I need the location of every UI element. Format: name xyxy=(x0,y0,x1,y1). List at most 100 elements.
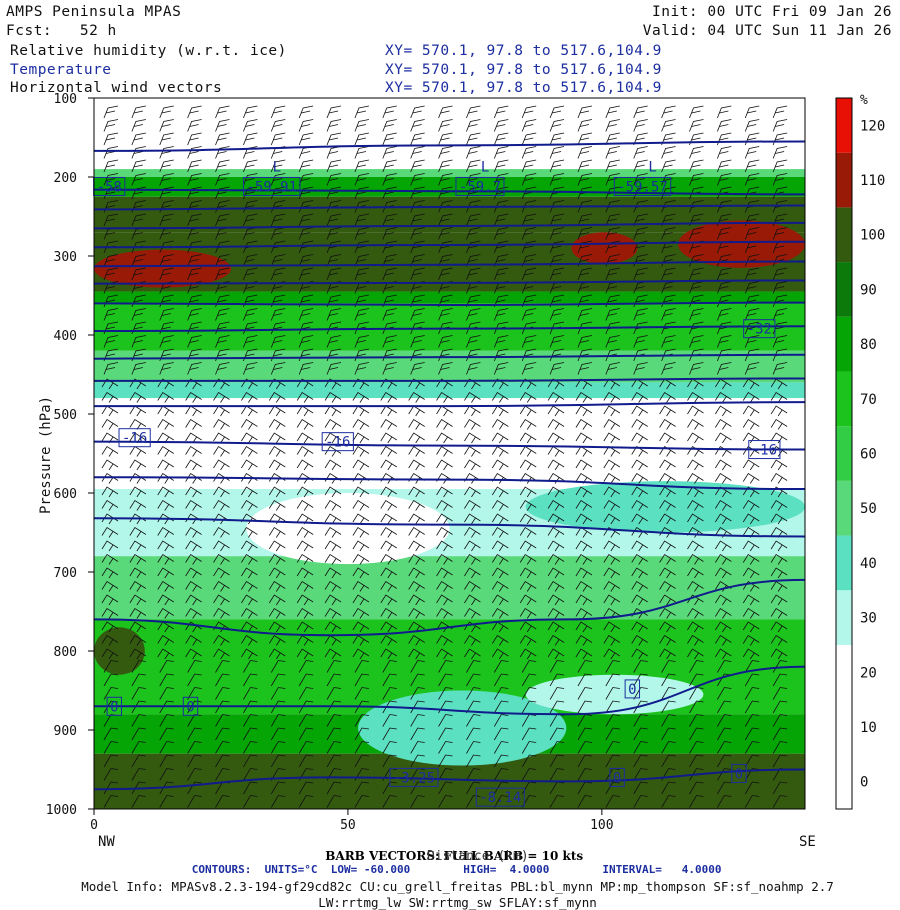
wind-barb xyxy=(744,267,760,281)
wind-barb xyxy=(519,459,537,471)
wind-barb xyxy=(270,781,286,795)
wind-barb xyxy=(243,768,258,781)
wind-barb xyxy=(131,173,146,186)
wind-barb xyxy=(464,607,481,619)
wind-barb xyxy=(575,472,593,484)
wind-barb xyxy=(324,526,342,538)
wind-barb xyxy=(241,621,258,633)
wind-barb xyxy=(493,227,509,240)
colorbar-segment xyxy=(836,480,852,536)
wind-barb xyxy=(772,294,788,308)
contour-label-box xyxy=(389,767,439,787)
wind-barb xyxy=(549,741,565,754)
wind-barb xyxy=(438,186,453,200)
wind-barb xyxy=(464,459,481,471)
wind-barb xyxy=(521,240,537,254)
wind-barb xyxy=(243,105,258,119)
wind-barb xyxy=(268,499,286,511)
wind-barb xyxy=(185,513,202,525)
wind-barb xyxy=(689,240,704,254)
wind-barb xyxy=(241,648,258,660)
wind-barb xyxy=(213,621,230,633)
wind-barb xyxy=(603,486,621,498)
wind-barb xyxy=(575,648,593,660)
wind-barb xyxy=(410,200,425,213)
wind-barb xyxy=(605,146,620,159)
wind-barb xyxy=(296,540,314,552)
wind-barb xyxy=(296,418,314,430)
wind-barb xyxy=(354,200,369,213)
wind-barb xyxy=(270,173,286,186)
wind-barb xyxy=(659,526,676,538)
temperature-contour-16 xyxy=(94,665,805,716)
wind-barb xyxy=(744,348,760,362)
wind-barb xyxy=(268,378,286,390)
wind-barb xyxy=(661,781,676,795)
wind-barb xyxy=(103,159,119,173)
y-tick-label: 300 xyxy=(54,250,77,265)
wind-barb xyxy=(382,754,397,768)
wind-barb xyxy=(436,607,453,619)
wind-barb xyxy=(661,714,676,727)
wind-barb xyxy=(689,768,704,781)
wind-barb xyxy=(772,714,788,727)
temperature-contour-3 xyxy=(94,221,805,230)
wind-barb xyxy=(382,119,397,132)
wind-barb xyxy=(268,432,286,444)
y-tick-label: 400 xyxy=(54,329,77,344)
contour-label-2: -59.7 xyxy=(455,176,505,196)
wind-barb xyxy=(547,580,565,592)
wind-barb xyxy=(716,240,732,254)
wind-barb xyxy=(213,634,230,646)
wind-barb xyxy=(715,594,732,606)
wind-barb xyxy=(354,308,369,321)
wind-barb xyxy=(241,513,258,525)
wind-barb xyxy=(659,513,676,525)
wind-barb xyxy=(742,580,760,592)
wind-barb xyxy=(382,294,397,308)
wind-barb xyxy=(547,472,565,484)
wind-barb xyxy=(382,700,397,714)
wind-barb xyxy=(549,660,565,673)
wind-barb xyxy=(577,105,593,119)
wind-barb xyxy=(466,795,481,808)
contour-label-box xyxy=(748,440,781,460)
wind-barb xyxy=(466,781,481,795)
wind-barb xyxy=(298,173,314,186)
wind-barb xyxy=(659,553,676,565)
wind-barb xyxy=(689,213,704,227)
wind-barb xyxy=(717,795,732,808)
wind-barb xyxy=(549,294,565,308)
wind-barb xyxy=(772,362,788,375)
wind-barb xyxy=(101,607,119,619)
wind-barb xyxy=(770,486,788,498)
wind-barb xyxy=(103,254,119,267)
wind-barb xyxy=(493,186,509,200)
wind-barb xyxy=(131,714,146,727)
rh-patch-0 xyxy=(94,249,232,288)
wind-barb xyxy=(215,105,230,119)
wind-barb xyxy=(744,105,760,119)
wind-barb xyxy=(661,281,676,294)
wind-barb xyxy=(577,741,593,754)
wind-barb xyxy=(185,580,202,592)
contour-label-box xyxy=(93,176,126,196)
wind-barb xyxy=(185,378,202,390)
wind-barb xyxy=(577,362,593,375)
wind-barb xyxy=(243,281,258,294)
wind-barb xyxy=(354,348,369,362)
wind-barb xyxy=(659,607,676,619)
colorbar-segment xyxy=(836,426,852,481)
wind-barb xyxy=(159,660,174,673)
rh-patch-4 xyxy=(358,690,567,766)
wind-barb xyxy=(408,432,425,444)
wind-barb xyxy=(772,321,788,335)
wind-barb xyxy=(466,213,481,227)
wind-barb xyxy=(410,321,425,335)
wind-barb xyxy=(772,105,788,119)
wind-barb xyxy=(324,405,342,417)
wind-barb xyxy=(744,159,760,173)
wind-barb xyxy=(270,754,286,768)
rh-band-7 xyxy=(94,350,805,383)
wind-barb xyxy=(715,634,732,646)
